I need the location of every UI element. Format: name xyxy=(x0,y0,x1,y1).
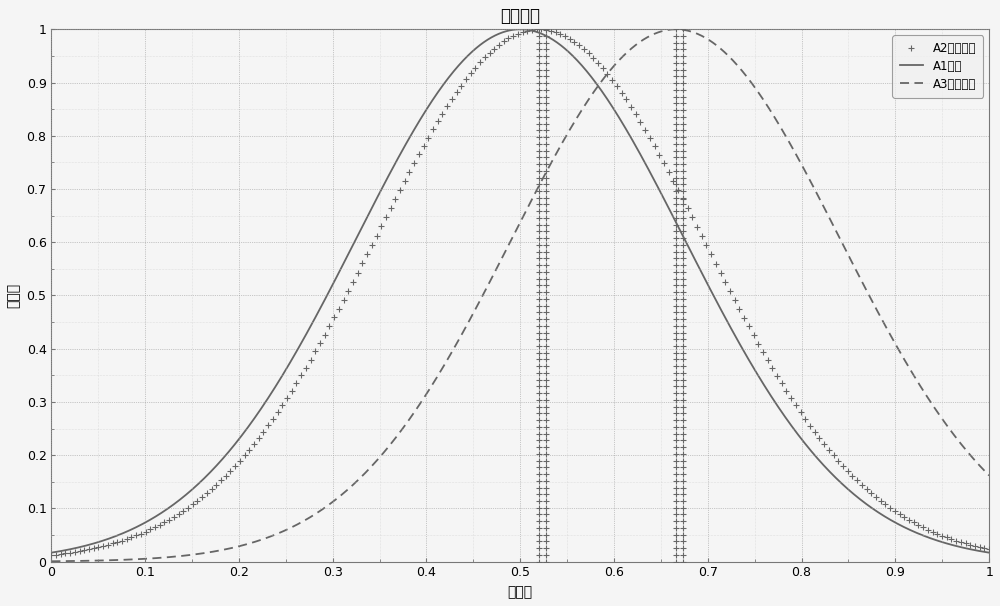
Line: A2螺纹松动: A2螺纹松动 xyxy=(49,27,992,558)
A1正常 xyxy=(45,549,57,556)
A1正常 xyxy=(956,544,968,551)
A2螺纹松动 xyxy=(908,519,920,526)
Title: 隶度函数: 隶度函数 xyxy=(500,7,540,25)
Legend: A2螺纹松动, A1正常, A3垫片抽取: A2螺纹松动, A1正常, A3垫片抽取 xyxy=(892,35,983,98)
A3垫片抽取 xyxy=(956,441,968,448)
A3垫片抽取 xyxy=(45,558,57,565)
A1正常 xyxy=(476,39,488,47)
X-axis label: 均値轴: 均値轴 xyxy=(508,585,533,599)
A1正常 xyxy=(501,27,513,35)
A1正常 xyxy=(956,544,968,551)
A2螺纹松动 xyxy=(295,372,307,379)
A3垫片抽取 xyxy=(784,141,796,148)
A3垫片抽取 xyxy=(956,442,968,449)
A2螺纹松动 xyxy=(941,534,953,541)
A3垫片抽取 xyxy=(983,472,995,479)
A1正常 xyxy=(983,549,995,556)
A2螺纹松动 xyxy=(45,551,57,559)
Y-axis label: 隶属度: 隶属度 xyxy=(7,283,21,308)
A2螺纹松动 xyxy=(83,545,95,553)
Line: A1正常: A1正常 xyxy=(51,29,989,553)
A2螺纹松动 xyxy=(220,472,232,479)
A3垫片抽取 xyxy=(476,292,488,299)
A3垫片抽取 xyxy=(501,244,513,251)
A3垫片抽取 xyxy=(93,557,105,564)
A3垫片抽取 xyxy=(670,25,682,33)
A1正常 xyxy=(93,538,105,545)
A1正常 xyxy=(514,25,526,33)
A1正常 xyxy=(784,421,796,428)
A2螺纹松动 xyxy=(531,25,543,33)
A2螺纹松动 xyxy=(102,541,114,548)
A2螺纹松动 xyxy=(983,545,995,553)
Line: A3垫片抽取: A3垫片抽取 xyxy=(51,29,989,561)
